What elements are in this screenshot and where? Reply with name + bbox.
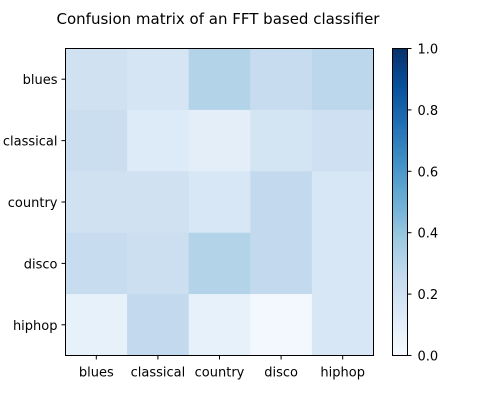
x-tick-label: disco (264, 366, 298, 381)
heatmap-cell (311, 294, 374, 356)
heatmap-cell (250, 232, 313, 295)
heatmap-cell (127, 294, 190, 356)
colorbar-tick-label: 0.6 (418, 165, 439, 180)
heatmap-cell (65, 294, 128, 356)
x-tick-label: classical (131, 366, 186, 381)
colorbar-axis: 0.0 0.2 0.4 0.6 0.8 1.0 (407, 43, 439, 365)
heatmap-cell (127, 48, 190, 111)
heatmap-cell (188, 171, 251, 234)
colorbar-tick-label: 0.2 (418, 288, 439, 303)
heatmap-cell (311, 48, 374, 111)
colorbar-tick-label: 0.0 (418, 350, 439, 365)
x-tick-label: hiphop (320, 366, 365, 381)
heatmap-cells (65, 48, 374, 356)
y-tick-label: country (8, 196, 58, 211)
heatmap-cell (250, 48, 313, 111)
heatmap-cell (188, 48, 251, 111)
heatmap-cell (65, 48, 128, 111)
heatmap-cell (127, 109, 190, 172)
y-tick-label: disco (24, 257, 58, 272)
colorbar-tick-label: 0.4 (418, 227, 439, 242)
chart-title: Confusion matrix of an FFT based classif… (57, 10, 381, 28)
heatmap-cell (188, 109, 251, 172)
heatmap-cell (127, 232, 190, 295)
x-axis: blues classical country disco hiphop (79, 355, 365, 381)
x-tick-label: blues (79, 366, 114, 381)
heatmap-cell (188, 232, 251, 295)
heatmap-cell (311, 232, 374, 295)
heatmap-cell (250, 294, 313, 356)
heatmap-cell (127, 171, 190, 234)
heatmap-cell (65, 171, 128, 234)
heatmap-cell (250, 171, 313, 234)
colorbar-tick-label: 0.8 (418, 104, 439, 119)
heatmap-cell (188, 294, 251, 356)
y-tick-label: blues (23, 73, 58, 88)
colorbar-tick-label: 1.0 (418, 43, 439, 58)
y-tick-label: classical (3, 135, 58, 150)
heatmap-cell (311, 171, 374, 234)
heatmap-cell (250, 109, 313, 172)
colorbar (392, 48, 408, 356)
x-tick-label: country (195, 366, 245, 381)
heatmap-cell (311, 109, 374, 172)
y-axis: blues classical country disco hiphop (3, 73, 66, 334)
y-tick-label: hiphop (13, 319, 58, 334)
heatmap-cell (65, 232, 128, 295)
heatmap-cell (65, 109, 128, 172)
